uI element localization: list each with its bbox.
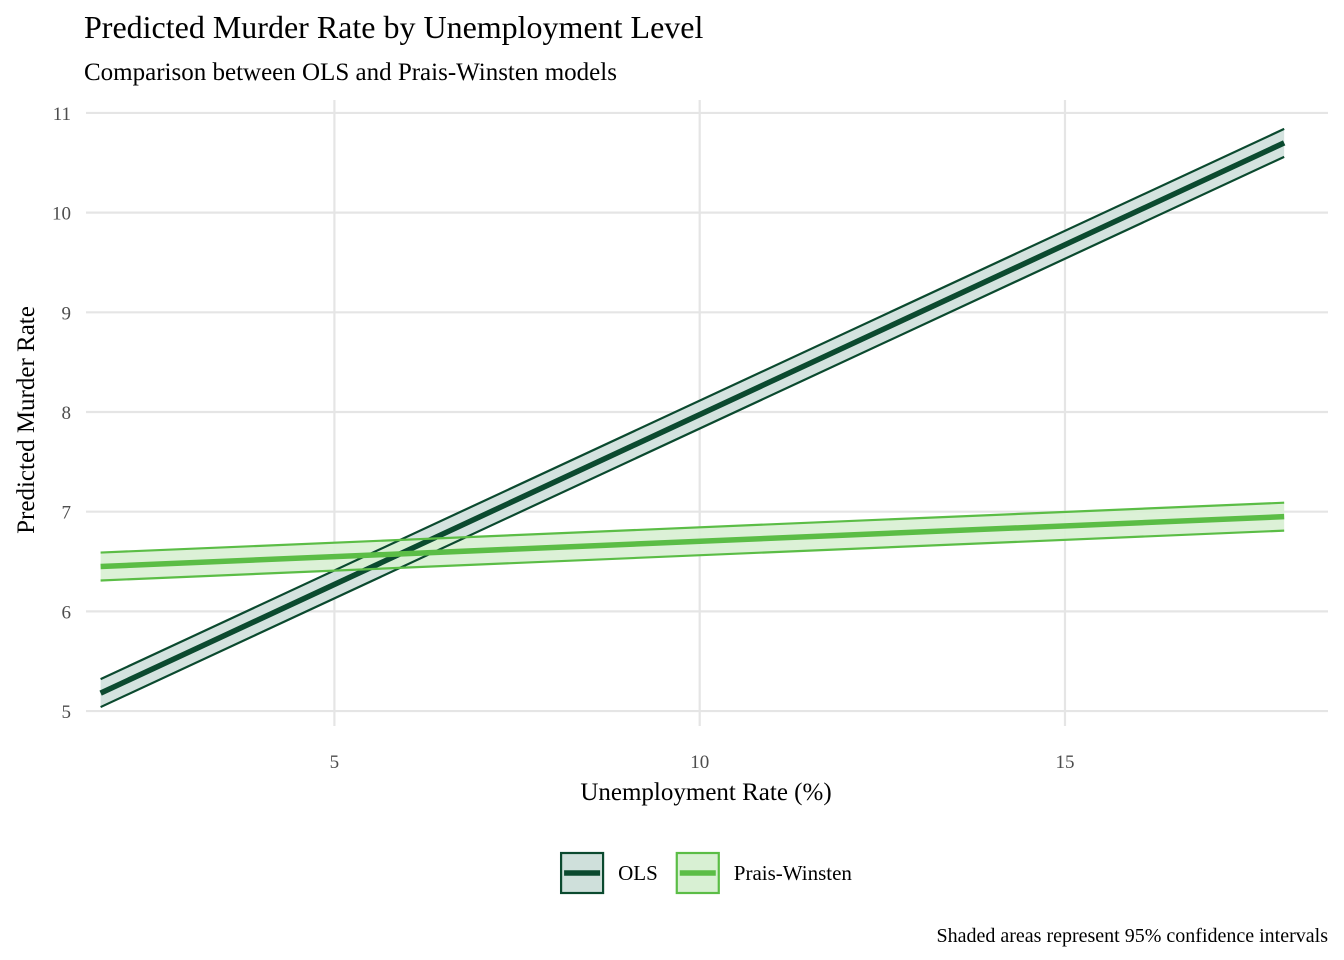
prais-winsten-line bbox=[100, 513, 1285, 570]
series-lines bbox=[99, 127, 1286, 709]
prais-winsten-lower-bound bbox=[100, 529, 1285, 582]
x-axis-title: Unemployment Rate (%) bbox=[580, 779, 831, 806]
y-axis-ticks: 5 6 7 8 9 10 11 bbox=[52, 104, 71, 723]
legend-item-ols: OLS bbox=[559, 851, 658, 895]
y-tick-label: 6 bbox=[62, 602, 72, 623]
legend: OLS Prais-Winsten bbox=[559, 851, 853, 895]
y-tick-label: 11 bbox=[53, 104, 71, 125]
legend-item-prais-winsten: Prais-Winsten bbox=[675, 851, 853, 895]
legend-label: Prais-Winsten bbox=[734, 861, 853, 885]
x-tick-label: 5 bbox=[330, 752, 340, 773]
prais-winsten-upper-bound bbox=[100, 501, 1285, 554]
ols-line bbox=[99, 140, 1286, 696]
y-tick-label: 7 bbox=[62, 503, 72, 524]
y-axis-title: Predicted Murder Rate bbox=[13, 306, 40, 534]
chart-title: Predicted Murder Rate by Unemployment Le… bbox=[84, 9, 703, 45]
chart-subtitle: Comparison between OLS and Prais-Winsten… bbox=[84, 59, 617, 86]
y-tick-label: 8 bbox=[62, 403, 72, 424]
chart-caption: Shaded areas represent 95% confidence in… bbox=[937, 925, 1329, 947]
legend-label: OLS bbox=[618, 861, 658, 885]
x-axis-ticks: 5 10 15 bbox=[330, 752, 1075, 773]
ols-upper-bound bbox=[100, 127, 1285, 681]
ols-lower-bound bbox=[100, 155, 1285, 709]
y-tick-label: 5 bbox=[62, 702, 72, 723]
y-tick-label: 10 bbox=[52, 204, 71, 225]
y-tick-label: 9 bbox=[62, 303, 72, 324]
x-tick-label: 10 bbox=[690, 752, 709, 773]
x-tick-label: 15 bbox=[1055, 752, 1074, 773]
